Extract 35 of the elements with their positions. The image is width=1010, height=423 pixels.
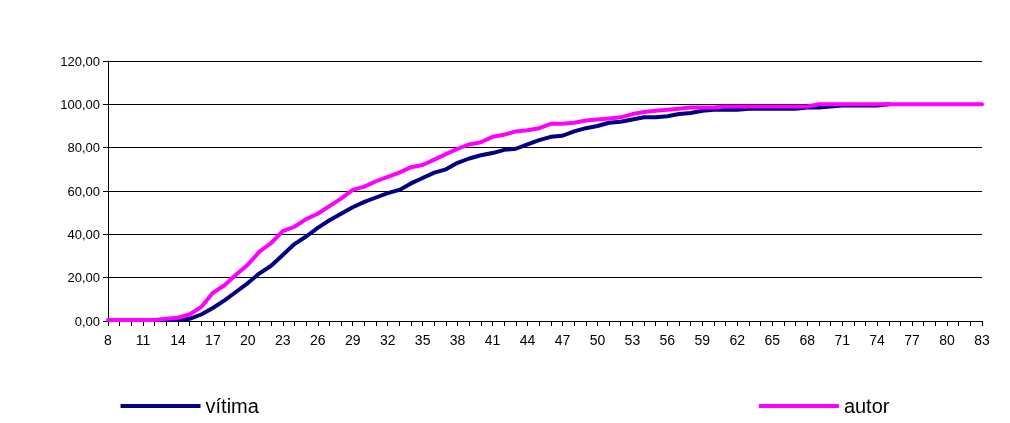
x-tick-label: 17	[205, 332, 221, 348]
x-tick-label: 65	[764, 332, 781, 348]
x-tick-label: 23	[275, 332, 291, 348]
x-tick-label: 71	[834, 332, 851, 348]
y-tick-label: 20,00	[67, 270, 100, 286]
x-tick-label: 32	[379, 332, 396, 348]
x-tick-label: 8	[104, 332, 113, 348]
x-tick-label: 26	[309, 332, 326, 348]
x-tick-label: 62	[729, 332, 746, 348]
x-tick-label: 77	[904, 332, 921, 348]
x-tick-label: 59	[694, 332, 711, 348]
y-tick-label: 0,00	[74, 313, 100, 329]
x-tick-label: 68	[799, 332, 816, 348]
y-tick-label: 80,00	[67, 140, 100, 156]
x-tick-label: 35	[414, 332, 431, 348]
y-tick-label: 120,00	[60, 53, 100, 69]
x-tick-label: 29	[344, 332, 361, 348]
x-tick-label: 80	[939, 332, 956, 348]
x-tick-label: 50	[589, 332, 606, 348]
x-tick-label: 14	[170, 332, 186, 348]
x-tick-label: 56	[659, 332, 676, 348]
legend-label: vítima	[205, 395, 260, 417]
x-tick-label: 47	[554, 332, 571, 348]
x-tick-label: 38	[449, 332, 466, 348]
y-tick-label: 60,00	[67, 183, 100, 199]
x-tick-label: 11	[135, 332, 151, 348]
x-tick-label: 41	[484, 332, 501, 348]
x-tick-label: 20	[240, 332, 256, 348]
x-tick-label: 44	[519, 332, 536, 348]
y-tick-label: 40,00	[67, 226, 100, 242]
y-tick-label: 100,00	[60, 96, 100, 112]
x-tick-label: 53	[624, 332, 641, 348]
x-tick-label: 74	[869, 332, 886, 348]
x-tick-label: 83	[974, 332, 990, 348]
legend-label: autor	[843, 395, 890, 417]
